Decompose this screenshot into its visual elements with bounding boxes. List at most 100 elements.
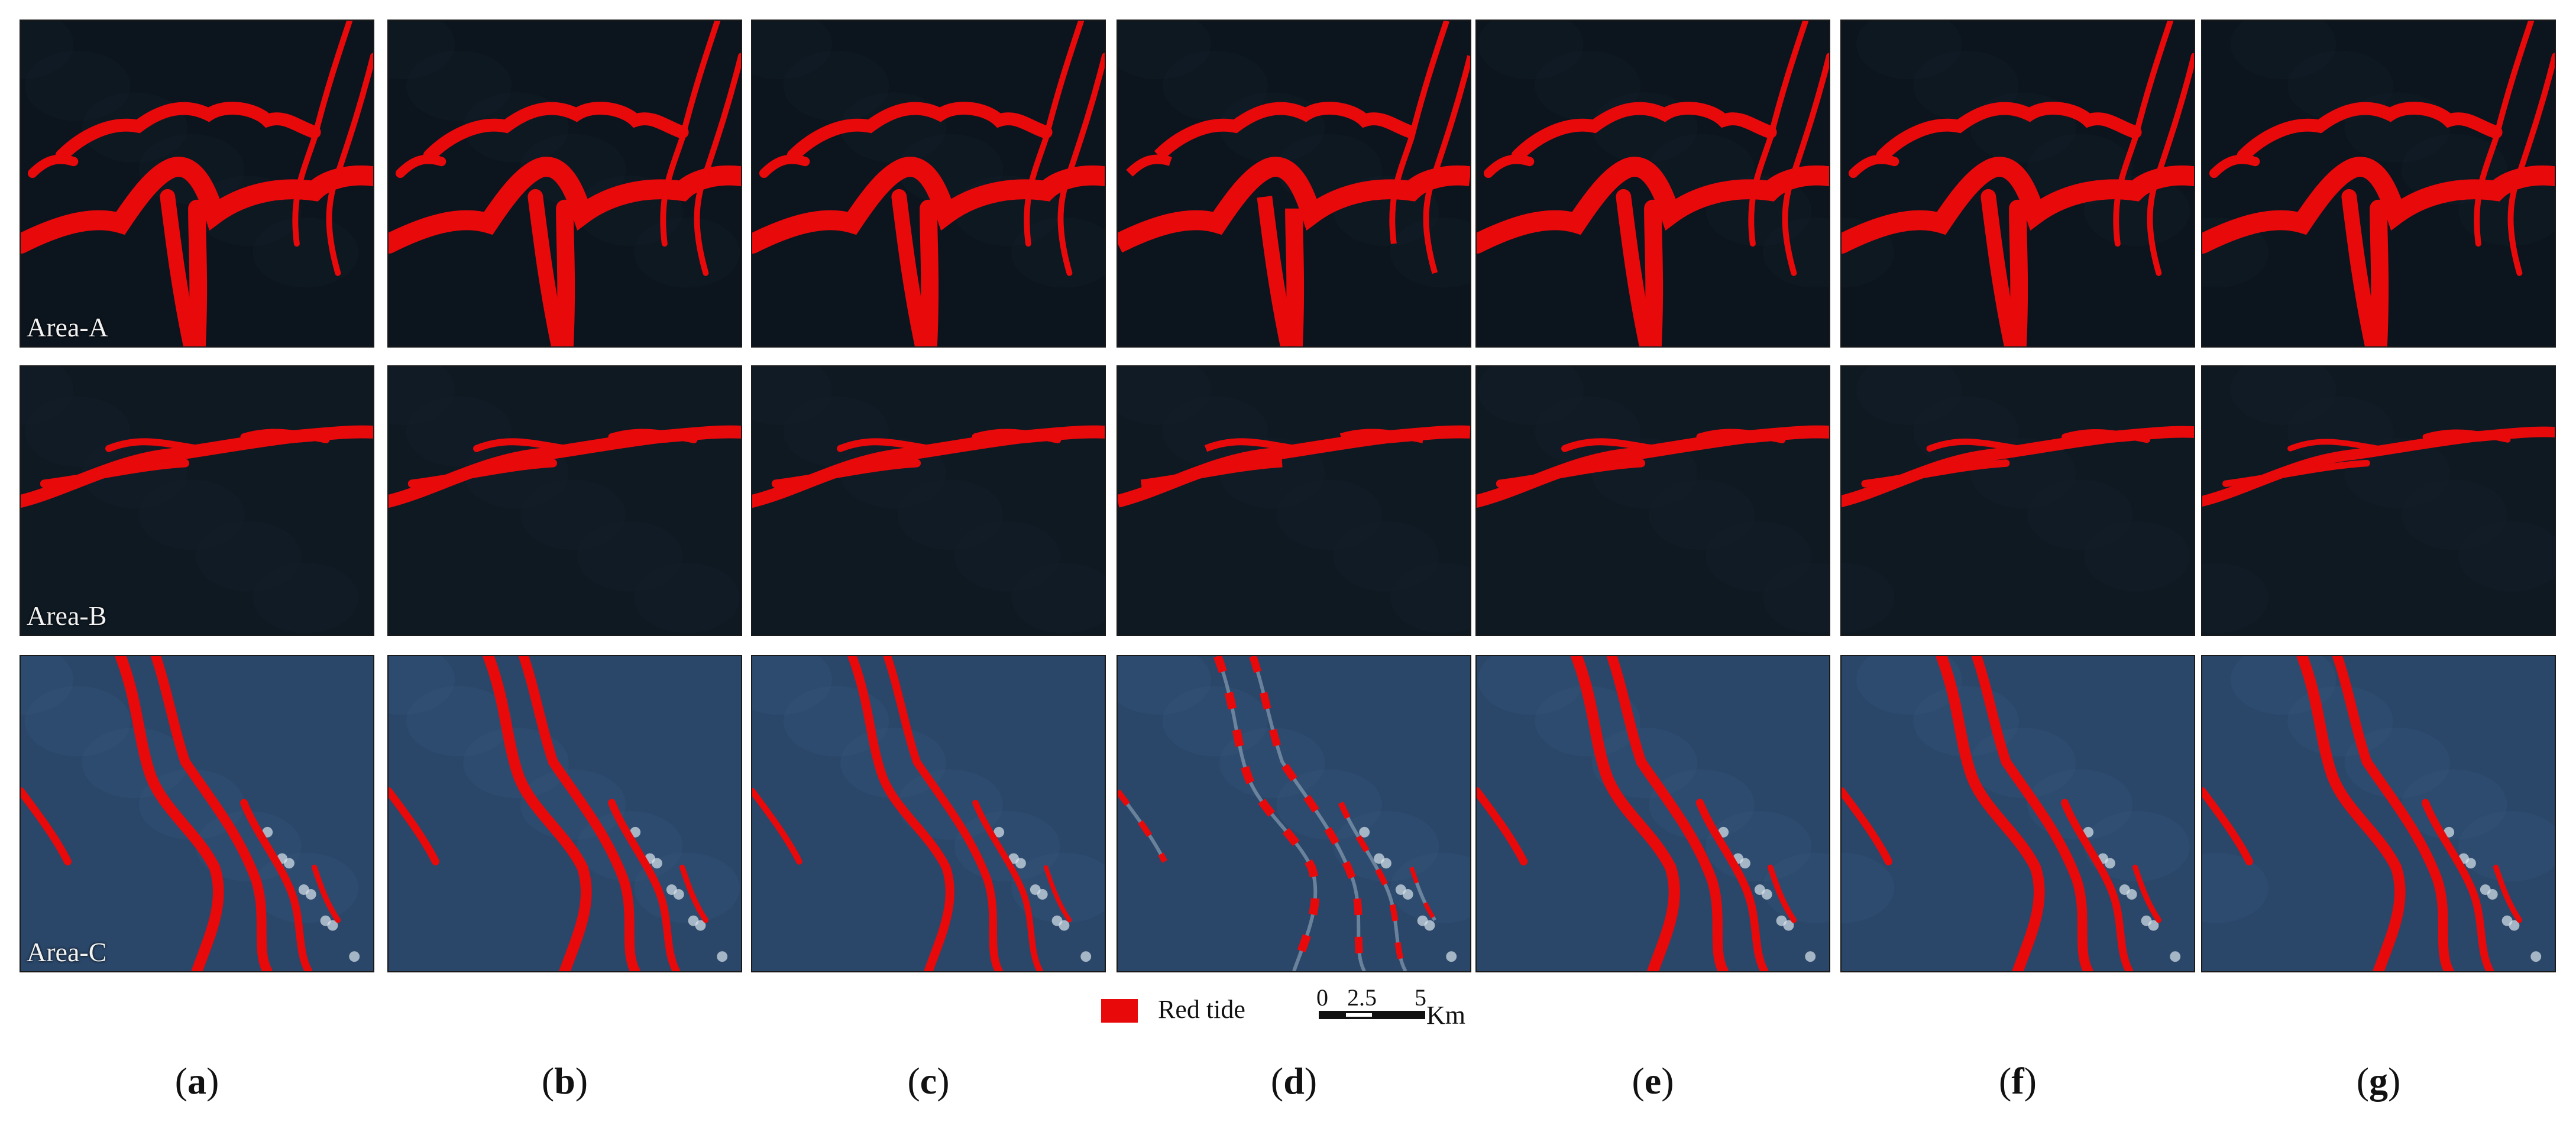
red-tide-detection [21,425,373,508]
red-tide-patch [660,21,721,247]
red-tide-detection [1842,21,2194,346]
cloud-speck [298,884,309,895]
red-tide-detection [389,21,741,346]
red-tide-patch [1936,656,2045,971]
area-label: Area-B [27,601,107,631]
water-texture [253,217,359,288]
cloud-speck [1776,915,1787,926]
water-background [1118,656,1470,971]
satellite-image [1477,21,1829,346]
panel-area-a-b [387,20,742,348]
cloud-speck [2170,951,2181,962]
red-tide-patch [1204,438,1295,452]
red-tide-detection [752,425,1105,508]
satellite-image [1842,366,2194,635]
water-texture [1478,366,1584,426]
water-texture [1011,852,1105,923]
scale-bar-graphic [1319,1011,1425,1019]
red-tide-patch [1118,789,1168,863]
red-tide-patch [188,199,208,346]
panel-area-c-g [2201,655,2556,972]
panel-area-c-a: Area-C [20,655,374,972]
cloud-speck [1030,884,1041,895]
water-texture [752,366,833,426]
water-texture [634,217,740,288]
water-texture [2084,521,2190,592]
water-background [389,366,741,635]
cloud-speck [2119,884,2130,895]
red-tide-patch [105,438,200,452]
red-tide-patch [473,438,568,452]
water-texture [1333,521,1439,592]
cloud-speck [2501,915,2513,926]
water-texture [138,479,245,550]
red-tide-patch [607,799,681,971]
red-tide-patch [752,788,802,865]
red-tide-patch [1696,429,1786,443]
water-texture [2027,479,2133,550]
water-background [752,656,1105,971]
panel-area-b-d [1117,365,1471,636]
red-tide-patch [389,157,741,254]
comparison-grid: Area-A Area-B Area-C [20,20,2556,972]
satellite-image [752,656,1105,971]
satellite-image [1118,366,1470,635]
water-texture [1762,217,1829,288]
red-tide-patch [2493,864,2523,923]
red-tide-patch [1876,102,2142,163]
red-tide-patch [2332,656,2454,971]
satellite-image [1118,656,1470,971]
red-tide-patch [21,157,373,254]
water-texture [389,656,455,715]
water-texture [1842,852,1895,923]
red-tide-patch [1616,189,1655,346]
panel-area-b-c [751,365,1106,636]
red-tide-patch [679,864,709,923]
cloud-speck [1080,951,1092,962]
red-tide-patch [240,429,330,443]
panel-area-b-b [387,365,742,636]
water-texture [840,728,946,799]
red-tide-patch [1126,154,1172,177]
cloud-speck [717,951,728,962]
red-tide-patch [528,189,567,346]
red-tide-detection [389,656,709,971]
satellite-image [389,656,741,971]
panel-area-b-g [2201,365,2556,636]
red-tide-patch [2202,157,2555,254]
water-texture [752,656,833,715]
panel-area-a-c [751,20,1106,348]
water-texture [1333,811,1439,882]
scale-tick-5: 5 [1415,984,1426,1011]
red-tide-patch [1767,864,1797,923]
red-tide-patch [1423,55,1470,274]
red-tide-patch [1257,196,1296,346]
red-tide-patch [837,438,932,452]
red-tide-patch [1140,459,1283,488]
water-texture [1118,366,1211,426]
cloud-speck [2444,826,2455,838]
red-tide-patch [2132,864,2162,923]
red-tide-detection [752,656,1072,971]
red-tide-patch [847,656,954,971]
red-tide-detection [1842,426,2194,507]
red-tide-patch [2341,189,2380,346]
red-tide-detection [1477,425,1829,508]
red-tide-patch [407,459,558,488]
cloud-speck [1417,915,1428,926]
water-texture [520,134,626,205]
water-texture [1856,366,1962,426]
water-texture [21,366,74,426]
cloud-speck [1754,884,1765,895]
red-tide-patch [1057,53,1105,276]
red-tide-patch [972,799,1044,971]
satellite-image [389,366,741,635]
cloud-speck [1051,915,1063,926]
red-tide-patch [1571,656,1680,971]
red-tide-patch [1972,656,2093,971]
red-tide-patch [1782,53,1829,276]
red-tide-detection [1118,656,1437,971]
red-tide-patch [2202,787,2254,865]
subfigure-label-b: (b) [541,1060,588,1102]
water-texture [2230,366,2336,426]
